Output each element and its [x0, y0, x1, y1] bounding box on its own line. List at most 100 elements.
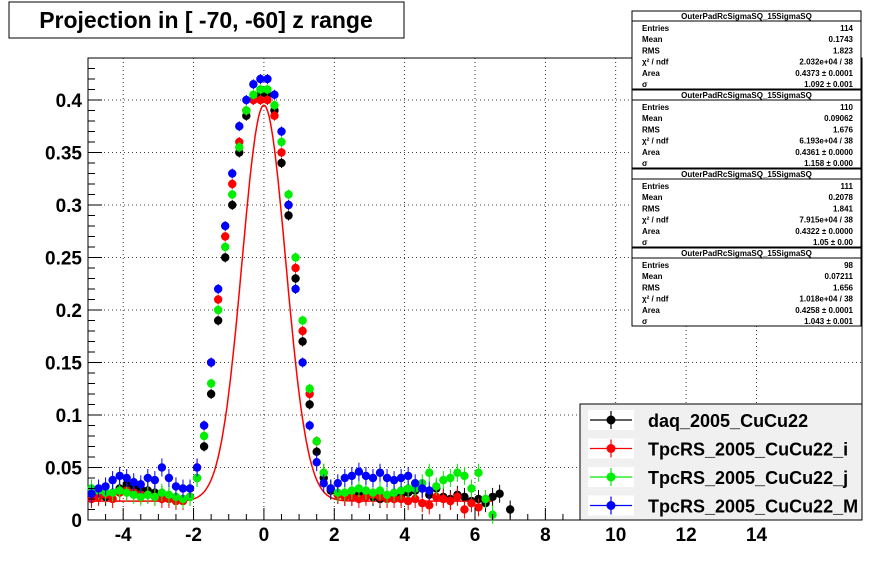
data-point [312, 458, 321, 467]
data-point [270, 90, 279, 99]
data-point [249, 90, 258, 99]
data-point [164, 490, 174, 499]
data-point [122, 488, 131, 497]
data-point [354, 467, 364, 476]
stats-label: RMS [642, 283, 660, 292]
data-point [108, 475, 117, 485]
data-point [439, 475, 448, 485]
data-point [136, 492, 145, 502]
stats-value: 1.018e+04 / 38 [799, 295, 853, 304]
data-point [263, 95, 272, 105]
stats-label: Entries [642, 103, 670, 112]
data-point [242, 95, 251, 105]
y-tick-label: 0.15 [45, 354, 82, 375]
data-point [291, 253, 300, 262]
stats-label: σ [642, 238, 648, 247]
data-point [368, 488, 378, 497]
stats-box-3: OuterPadRcSigmaSQ_15SigmaSQ Entries 98 Mean… [631, 247, 862, 327]
legend-marker [606, 501, 616, 510]
stats-label: σ [642, 317, 648, 326]
x-tick-label: 0 [259, 525, 270, 546]
data-point [115, 471, 124, 481]
stats-header: OuterPadRcSigmaSQ_15SigmaSQ [681, 12, 812, 21]
stats-label: Mean [642, 114, 663, 123]
data-point [425, 501, 434, 510]
data-point [319, 479, 328, 488]
data-point [228, 200, 237, 210]
stats-value: 1.656 [833, 283, 854, 292]
data-point [221, 232, 230, 241]
data-point [235, 143, 244, 152]
stats-value: 1.158 ± 0.000 [804, 159, 853, 168]
title-frame [8, 1, 405, 39]
data-point [228, 169, 237, 178]
data-point [410, 479, 420, 488]
y-tick-label: 0 [71, 511, 82, 532]
data-point [382, 490, 392, 499]
data-point [396, 486, 406, 495]
stats-value: 0.1743 [829, 35, 854, 44]
data-point [474, 503, 483, 512]
stats-label: Entries [642, 182, 670, 191]
stats-label: RMS [642, 204, 660, 213]
data-point [375, 468, 385, 477]
data-point [178, 484, 188, 493]
stats-label: χ² / ndf [642, 137, 669, 146]
stats-value: 0.4361 ± 0.0000 [795, 148, 853, 157]
x-tick-label: -2 [185, 525, 202, 546]
data-point [432, 482, 441, 491]
data-point [305, 400, 314, 409]
stats-value: 114 [840, 24, 853, 33]
stats-value: 2.032e+04 / 38 [799, 58, 853, 67]
data-point [143, 490, 153, 499]
data-point [340, 473, 350, 483]
data-point [410, 494, 420, 504]
data-point [505, 505, 515, 514]
stats-boxes: OuterPadRcSigmaSQ_15SigmaSQ Entries 114 Mea… [631, 10, 862, 327]
stats-box-2: OuterPadRcSigmaSQ_15SigmaSQ Entries 111 Mea… [631, 168, 862, 248]
data-point [101, 482, 110, 491]
data-point [270, 101, 279, 110]
stats-frame [631, 168, 862, 248]
stats-value: 1.092 ± 0.001 [804, 80, 853, 89]
data-point [256, 95, 265, 105]
legend-entry-0: daq_2005_CuCu22 [588, 410, 808, 431]
stats-frame [631, 247, 862, 327]
data-point [460, 471, 469, 481]
stats-value: 7.915e+04 / 38 [799, 216, 853, 225]
stats-label: χ² / ndf [642, 216, 669, 225]
data-point [382, 473, 392, 483]
stats-value: 0.4373 ± 0.0001 [795, 69, 853, 78]
data-point [157, 463, 167, 472]
legend-entry-2: TpcRS_2005_CuCu22_j [588, 467, 848, 488]
data-point [199, 431, 209, 441]
y-tick-label: 0.2 [56, 301, 82, 322]
data-point [361, 471, 371, 481]
data-point [305, 421, 314, 430]
data-point [389, 488, 399, 497]
data-point [277, 127, 286, 136]
legend-label: TpcRS_2005_CuCu22_M [648, 497, 858, 517]
stats-box-0: OuterPadRcSigmaSQ_15SigmaSQ Entries 114 Mea… [631, 10, 862, 90]
legend-marker [606, 444, 616, 453]
data-point [277, 158, 286, 168]
data-point [136, 480, 145, 489]
stats-label: χ² / ndf [642, 295, 669, 304]
data-point [298, 337, 307, 346]
stats-value: 110 [840, 103, 853, 112]
data-point [375, 486, 385, 495]
data-point [467, 484, 476, 493]
data-point [284, 190, 293, 199]
stats-value: 1.05 ± 0.00 [813, 238, 854, 247]
stats-label: Mean [642, 35, 663, 44]
data-point [213, 316, 223, 325]
axes: -4 -2 0 2 4 6 8 10 12 14 0 0.05 0.1 0.15 0.2 0.25 0.3 0.3… [45, 68, 845, 546]
data-point [453, 468, 462, 477]
data-point [418, 484, 427, 493]
x-tick-label: 8 [540, 525, 551, 546]
legend-entry-1: TpcRS_2005_CuCu22_i [588, 438, 848, 460]
stats-label: σ [642, 159, 648, 168]
data-point [347, 486, 357, 495]
x-tick-label: 12 [676, 525, 697, 546]
data-point [94, 484, 103, 493]
